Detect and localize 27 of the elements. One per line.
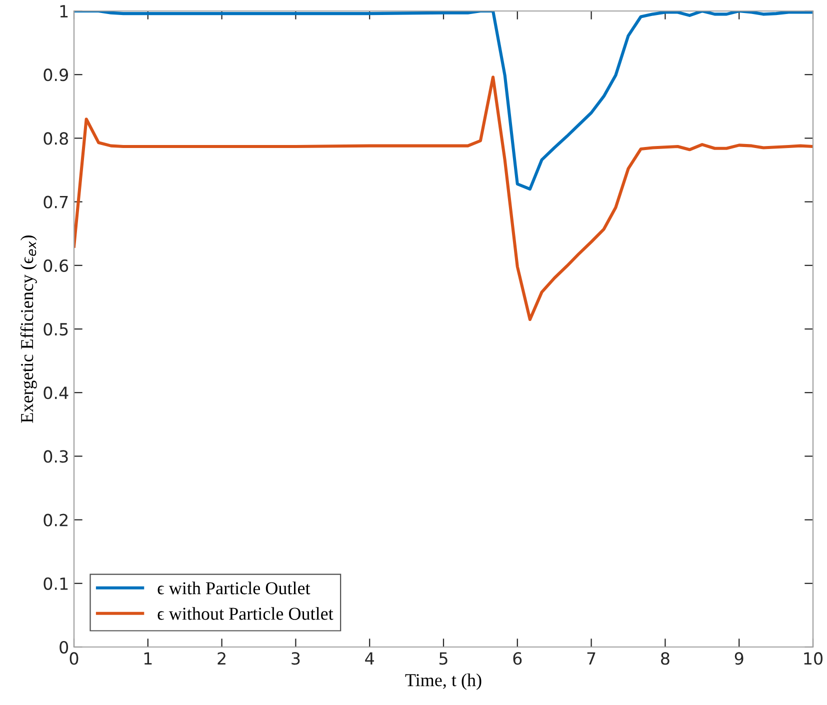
y-tick-label: 0.3: [44, 450, 68, 463]
x-tick-label: 10: [804, 652, 822, 665]
line-series: [74, 76, 813, 321]
y-tick-label: 0: [60, 640, 68, 654]
y-tick-label: 0.9: [44, 68, 68, 82]
y-tick-label: 0.7: [44, 196, 68, 208]
x-tick-label: 1: [144, 652, 152, 665]
x-tick-label: 5: [439, 652, 448, 665]
x-tick-label: 3: [292, 652, 300, 665]
x-tick-label: 9: [734, 652, 744, 665]
y-tick-label: 0.6: [44, 259, 68, 272]
y-tick-label: 0.4: [44, 386, 68, 400]
x-tick-label: 7: [587, 652, 596, 665]
y-tick-label: 0.2: [44, 514, 68, 526]
x-tick-label: 8: [661, 652, 670, 665]
x-tick-label: 0: [70, 652, 78, 665]
y-tick-label: 1: [60, 5, 68, 18]
x-tick-label: 4: [365, 652, 374, 665]
x-axis-title: Time, t (h): [405, 674, 482, 690]
x-tick-label: 6: [513, 652, 522, 665]
legend-label: ϵ with Particle Outlet: [158, 582, 310, 594]
y-tick-label: 0.8: [44, 132, 68, 145]
y-tick-label: 0.5: [44, 322, 68, 336]
x-tick-label: 2: [218, 652, 226, 665]
legend-label: ϵ without Particle Outlet: [158, 607, 334, 620]
y-axis-title: Exergetic Efficiency (ϵ$_{ex}$): [20, 235, 37, 423]
y-tick-label: 0.1: [44, 577, 68, 590]
